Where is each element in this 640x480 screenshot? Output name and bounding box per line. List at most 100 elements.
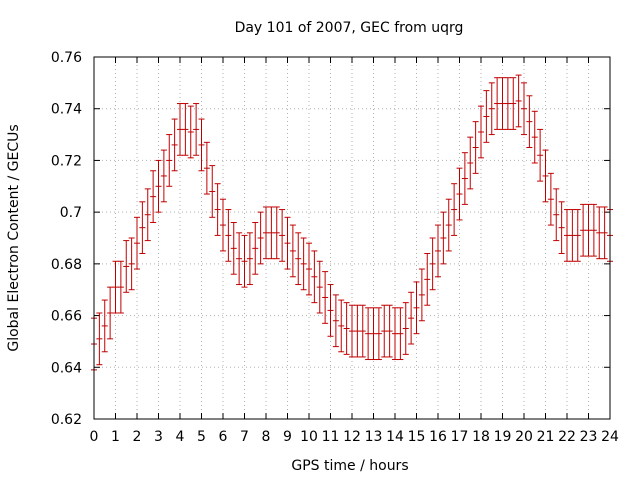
data-point <box>241 234 248 288</box>
data-point <box>300 237 307 291</box>
data-point <box>504 77 511 130</box>
data-point <box>214 183 221 236</box>
x-tick-label: 13 <box>365 429 383 445</box>
data-point <box>306 242 312 296</box>
data-point <box>182 103 189 156</box>
data-point <box>316 260 323 314</box>
y-tick-label: 0.74 <box>51 102 82 118</box>
data-point <box>515 74 522 128</box>
data-point <box>203 141 210 195</box>
x-tick-label: 14 <box>386 429 404 445</box>
y-axis: 0.62 0.64 0.66 0.68 0.7 0.72 0.74 0.76 <box>51 50 610 428</box>
x-tick-label: 12 <box>343 429 361 445</box>
data-point <box>590 203 597 257</box>
data-point <box>440 211 447 265</box>
data-point <box>101 299 108 353</box>
x-tick-label: 1 <box>111 429 120 445</box>
x-tick-label: 15 <box>408 429 426 445</box>
data-point <box>408 291 415 345</box>
x-tick-label: 6 <box>219 429 228 445</box>
data-point <box>413 281 420 335</box>
data-point <box>451 183 458 236</box>
x-tick-label: 7 <box>240 429 249 445</box>
x-tick-label: 3 <box>154 429 163 445</box>
data-point <box>279 209 286 262</box>
x-tick-label: 2 <box>133 429 142 445</box>
data-point <box>230 221 237 275</box>
data-point <box>510 77 517 130</box>
data-point <box>370 307 377 361</box>
data-point <box>397 307 404 361</box>
x-tick-label: 19 <box>494 429 512 445</box>
data-point <box>574 209 581 262</box>
data-point <box>392 307 398 361</box>
data-point <box>246 232 253 286</box>
data-point <box>198 118 205 172</box>
data-point <box>488 82 495 136</box>
data-point <box>284 216 291 270</box>
data-point <box>257 211 264 265</box>
y-tick-label: 0.72 <box>51 153 82 169</box>
data-point <box>160 149 167 203</box>
data-point <box>107 286 114 340</box>
data-point <box>209 165 216 218</box>
x-tick-label: 24 <box>601 429 619 445</box>
data-point <box>322 271 329 324</box>
data-point <box>381 304 388 358</box>
data-point <box>359 304 366 358</box>
data-point <box>117 260 124 314</box>
data-point <box>220 198 226 252</box>
x-tick-label: 4 <box>176 429 185 445</box>
data-point <box>580 203 587 257</box>
data-point <box>429 237 436 291</box>
data-point <box>526 95 533 148</box>
x-tick-label: 17 <box>451 429 469 445</box>
y-tick-label: 0.68 <box>51 257 82 273</box>
data-point <box>268 206 275 260</box>
x-tick-label: 21 <box>537 429 555 445</box>
data-point <box>236 232 243 286</box>
data-point <box>263 206 269 260</box>
data-point <box>177 103 183 156</box>
data-point <box>547 172 554 226</box>
data-point <box>295 232 302 286</box>
x-tick-label: 22 <box>558 429 576 445</box>
data-point <box>150 170 157 223</box>
data-point <box>338 299 345 353</box>
x-tick-label: 16 <box>429 429 447 445</box>
data-point <box>494 77 501 130</box>
data-point <box>483 90 490 143</box>
data-point <box>467 136 474 190</box>
data-point <box>187 105 194 159</box>
data-point <box>311 250 318 304</box>
data-point <box>166 134 173 187</box>
data-series <box>91 74 613 371</box>
data-point <box>435 224 441 278</box>
data-point <box>365 307 372 361</box>
x-tick-label: 20 <box>515 429 533 445</box>
y-tick-label: 0.76 <box>51 50 82 66</box>
data-point <box>472 121 479 174</box>
data-point <box>402 302 409 355</box>
data-point <box>521 82 527 136</box>
data-point <box>564 209 570 262</box>
y-axis-label: Global Electron Content / GECUs <box>6 124 22 351</box>
data-point <box>289 224 296 278</box>
data-point <box>386 304 393 358</box>
y-tick-label: 0.7 <box>60 205 82 221</box>
x-axis: 0 1 2 3 4 5 6 7 8 9 10 11 12 13 14 15 16 17 18 19 20 21 22 23 24 <box>90 57 619 445</box>
y-tick-label: 0.66 <box>51 309 82 325</box>
data-point <box>193 103 200 156</box>
data-point <box>596 206 603 260</box>
data-point <box>144 188 151 242</box>
x-axis-label: GPS time / hours <box>291 458 408 474</box>
data-point <box>139 201 146 255</box>
x-tick-label: 9 <box>283 429 292 445</box>
x-tick-label: 23 <box>580 429 598 445</box>
data-point <box>96 312 103 366</box>
data-point <box>375 307 382 361</box>
data-point <box>225 209 232 262</box>
data-point <box>343 302 350 355</box>
data-point <box>569 209 576 262</box>
